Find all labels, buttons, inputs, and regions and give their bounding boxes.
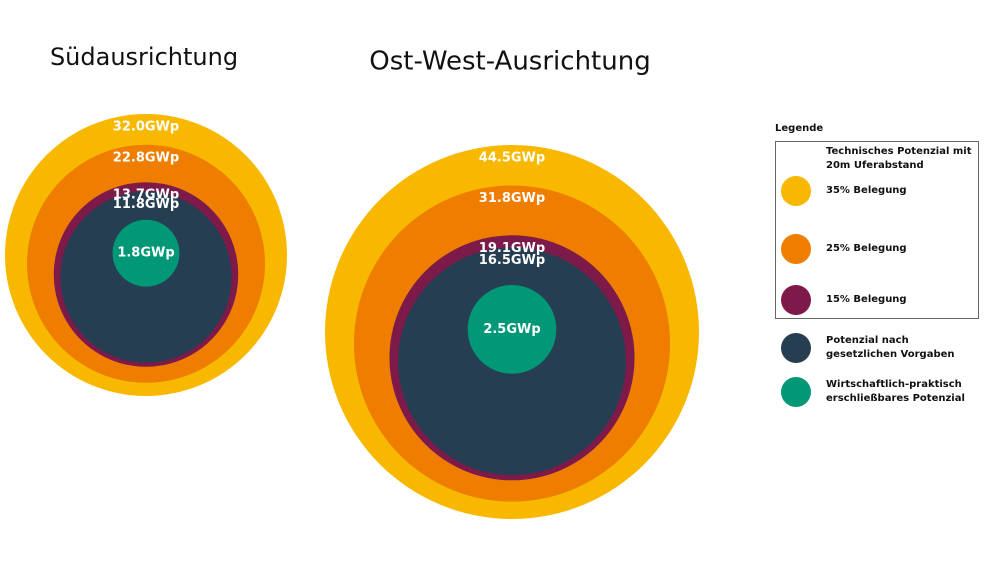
legend-label: Potenzial nach gesetzlichen Vorgaben: [826, 335, 955, 360]
value-label: 44.5GWp: [479, 151, 545, 166]
value-label: 16.5GWp: [479, 253, 545, 268]
legend-label: 25% Belegung: [826, 243, 907, 254]
legend-swatch: [781, 333, 811, 363]
chart-title: Südausrichtung: [50, 43, 238, 71]
value-label: 32.0GWp: [113, 120, 179, 135]
bubble: [467, 285, 557, 374]
legend-title: Legende: [775, 123, 824, 134]
legend-box: [775, 141, 979, 319]
chart-title: Ost-West-Ausrichtung: [369, 47, 650, 77]
value-label: 13.7GWp: [113, 188, 179, 203]
value-label: 22.8GWp: [113, 150, 179, 165]
legend-swatch: [781, 377, 811, 407]
legend-swatch: [781, 234, 811, 264]
legend-swatch: [781, 176, 811, 206]
legend-group-title: Technisches Potenzial mit 20m Uferabstan…: [826, 146, 972, 171]
value-label: 1.8GWp: [117, 246, 174, 261]
value-label: 19.1GWp: [479, 241, 545, 256]
value-label: 2.5GWp: [483, 322, 540, 337]
legend-label: 35% Belegung: [826, 185, 907, 196]
value-label: 31.8GWp: [479, 191, 545, 206]
legend-swatch: [781, 285, 811, 315]
legend-label: Wirtschaftlich-praktisch erschließbares …: [826, 379, 965, 404]
bubble: [112, 219, 180, 287]
value-label: 11.8GWp: [113, 197, 179, 212]
legend-label: 15% Belegung: [826, 294, 907, 305]
